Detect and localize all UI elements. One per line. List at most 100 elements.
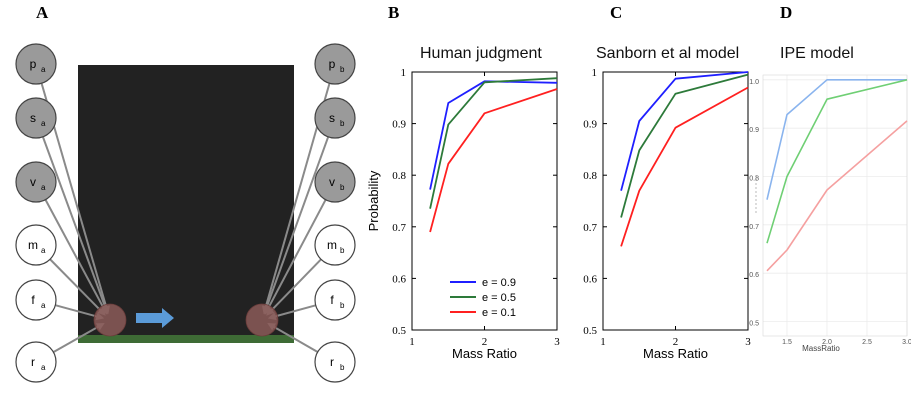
legend-label-1: e = 0.5 (482, 292, 516, 304)
chart-sanborn-model: Sanborn et al model 0.5 0.6 0.7 0.8 0.9 1 1 2 3 Ma… (583, 45, 751, 361)
node-subscript: a (41, 65, 46, 74)
node-subscript: b (340, 65, 345, 74)
y-tick-label: 1.0 (749, 79, 759, 86)
series-line-2 (766, 120, 908, 272)
y-tick-label: 0.6 (392, 273, 406, 285)
x-tick-label: 3 (745, 336, 751, 348)
scene-background (78, 65, 294, 341)
node-symbol: v (329, 175, 335, 189)
chart-human-judgment: Human judgment 0.5 0.6 0.7 0.8 0.9 1 1 2 3 Mass Ra… (366, 45, 560, 361)
y-tick-label: 0.8 (392, 170, 406, 182)
series-line-1 (429, 77, 558, 209)
x-tick-label: 2.5 (862, 339, 872, 346)
x-tick-label: 1.5 (782, 339, 792, 346)
node-circle (15, 341, 57, 383)
panel-letter-c: C (610, 3, 622, 22)
y-tick-label: 0.6 (749, 272, 759, 279)
node-symbol: p (30, 57, 37, 71)
node-group: p as av am af ar ap bs bv bm bf br b (15, 43, 356, 383)
y-tick-label: 0.7 (583, 222, 597, 234)
node-circle (15, 43, 57, 85)
x-axis-label: Mass Ratio (643, 346, 708, 361)
node-circle (15, 97, 57, 139)
y-tick-label: 0.7 (749, 224, 759, 231)
ball-b (245, 303, 279, 337)
y-tick-label: 0.5 (583, 325, 597, 337)
x-tick-label: 2 (482, 336, 488, 348)
node-subscript: b (340, 363, 345, 372)
series-line-2 (620, 86, 749, 247)
node-subscript: b (340, 183, 345, 192)
edge-rb (267, 322, 319, 353)
y-tick-label: 0.7 (392, 222, 406, 234)
edge-ra (52, 322, 105, 353)
chart-title: Sanborn et al model (596, 45, 739, 62)
node-symbol: f (31, 293, 35, 307)
node-subscript: a (41, 246, 46, 255)
y-tick-label: 0.5 (749, 321, 759, 328)
node-circle (314, 279, 356, 321)
node-circle (314, 224, 356, 266)
x-tick-label: 2.0 (822, 339, 832, 346)
series-line-0 (429, 80, 558, 190)
edge-sb (262, 136, 330, 315)
node-subscript: a (41, 119, 46, 128)
node-circle (15, 224, 57, 266)
x-tick-label: 3.0 (902, 339, 911, 346)
chart-title: IPE model (780, 45, 854, 62)
y-axis-label: Probability (366, 170, 381, 231)
edge-ma (49, 258, 106, 316)
y-tick-label: 1 (592, 67, 598, 79)
y-tick-label: 0.9 (392, 119, 406, 131)
legend-label-2: e = 0.1 (482, 307, 516, 319)
x-axis-label: Mass Ratio (452, 346, 517, 361)
node-circle (314, 97, 356, 139)
x-tick-label: 2 (673, 336, 679, 348)
node-symbol: r (330, 355, 334, 369)
node-subscript: a (41, 363, 46, 372)
chart-ipe-model: IPE model 0.5 0.6 0.7 0.8 0.9 1.0 1.5 2.0 2.5 3.0 M… (749, 45, 911, 353)
ground-strip (78, 335, 294, 343)
node-subscript: a (41, 183, 46, 192)
x-tick-label: 3 (554, 336, 560, 348)
y-tick-label: 0.5 (392, 325, 406, 337)
node-symbol: s (30, 111, 36, 125)
panel-letter-a: A (36, 3, 49, 22)
edge-sa (41, 136, 109, 315)
node-subscript: b (340, 301, 345, 310)
y-tick-label: 1 (401, 67, 407, 79)
node-circle (15, 161, 57, 203)
ball-a (93, 303, 127, 337)
plot-frame (762, 74, 908, 337)
series-line-0 (766, 79, 907, 200)
edge-vb (264, 199, 327, 315)
node-symbol: f (330, 293, 334, 307)
node-subscript: b (340, 119, 345, 128)
node-circle (314, 341, 356, 383)
node-circle (314, 161, 356, 203)
node-symbol: m (28, 238, 38, 252)
velocity-arrow (136, 308, 174, 328)
series-line-0 (620, 71, 749, 191)
edge-mb (266, 258, 322, 316)
series-line-1 (620, 73, 749, 218)
panel-letter-d: D (780, 3, 792, 22)
y-tick-label: 0.8 (583, 170, 597, 182)
node-circle (15, 279, 57, 321)
node-circle (314, 43, 356, 85)
node-symbol: v (30, 175, 36, 189)
y-tick-label: 0.9 (583, 119, 597, 131)
x-tick-label: 1 (600, 336, 606, 348)
